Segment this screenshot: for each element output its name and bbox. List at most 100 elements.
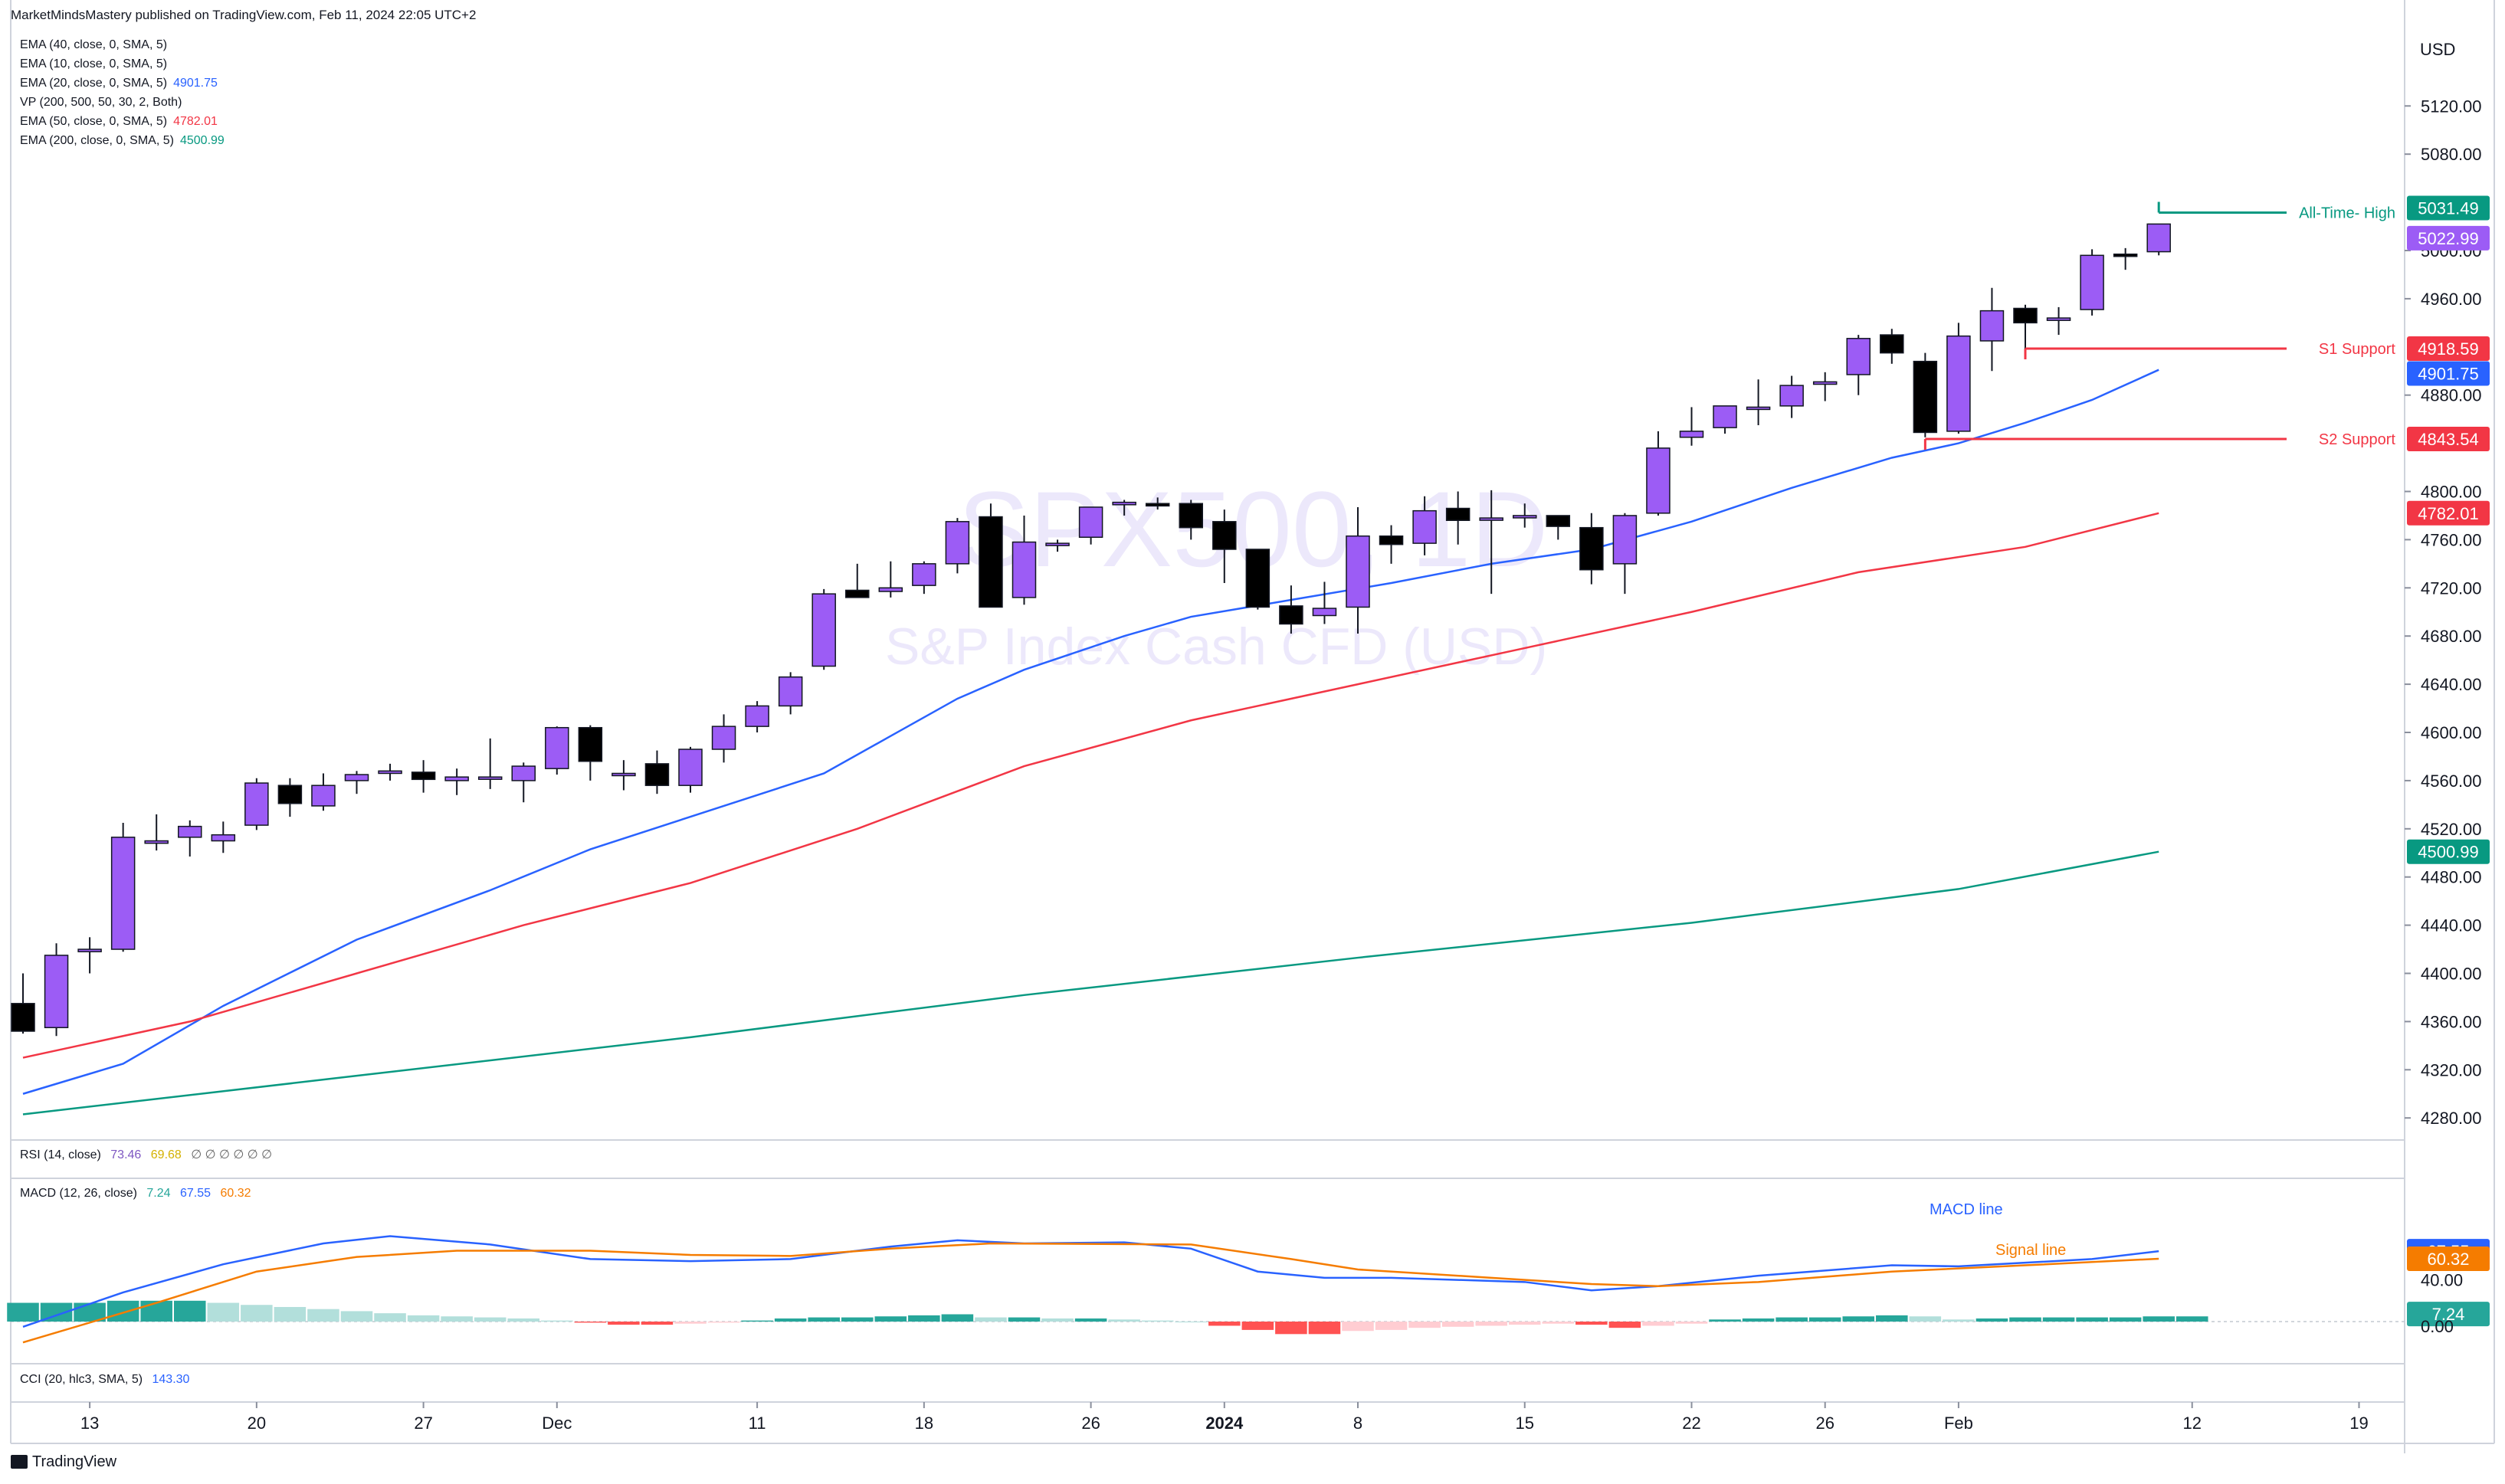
publisher-header: MarketMindsMastery published on TradingV… [11,8,477,22]
macd-histogram-bar [2042,1317,2075,1322]
indicator-legend-item[interactable]: VP (200, 500, 50, 30, 2, Both) [20,96,182,110]
name-watermark: S&P Index Cash CFD (USD) [885,618,1548,676]
price-tick-label: 4600.00 [2421,723,2482,742]
price-tick-label: 5080.00 [2421,145,2482,164]
indicator-legend-item[interactable]: EMA (200, close, 0, SMA, 5) 4500.99 [20,134,225,148]
time-tick-label: 27 [414,1414,432,1433]
macd-histogram-bar [975,1317,1007,1322]
tradingview-logo-icon [11,1455,28,1469]
macd-histogram-bar [1876,1315,1908,1322]
ath-price-tag-bg [2407,195,2490,221]
macd-histogram-bar [1141,1320,1174,1322]
time-tick-label: Dec [542,1414,572,1433]
macd-histogram-bar [407,1315,440,1322]
candle-body [444,776,469,781]
price-tick-label: 4520.00 [2421,820,2482,839]
candle-body [1546,515,1571,527]
candle-body [11,1003,35,1032]
macd-histogram-bar [774,1318,807,1322]
macd-histogram-bar [173,1300,206,1322]
macd-histogram-bar [307,1309,339,1322]
price-tick-label: 4320.00 [2421,1060,2482,1079]
candle-body [110,837,136,950]
indicator-legend-item[interactable]: EMA (40, close, 0, SMA, 5) [20,38,167,52]
signal-line-label: Signal line [1995,1242,2066,1259]
candle-body [644,763,670,786]
candle-body [1812,381,1838,385]
indicator-legend-item[interactable]: EMA (10, close, 0, SMA, 5) [20,57,167,71]
price-tick-label: 4800.00 [2421,483,2482,502]
macd-histogram-bar [2175,1316,2208,1322]
price-tick-label: 4720.00 [2421,578,2482,598]
macd-histogram-bar [1208,1322,1241,1326]
candle-body [1779,385,1804,407]
indicator-legend-item[interactable]: EMA (50, close, 0, SMA, 5) 4782.01 [20,115,218,129]
candle-body [344,774,369,781]
macd-histogram-bar [1308,1322,1341,1335]
macd-histogram-bar [941,1314,974,1322]
ema20-line [22,369,2159,1095]
ema20-price-tag: 4901.75 [2418,364,2479,383]
macd-zero-label: 0.00 [2421,1317,2454,1336]
candle-body [2013,307,2038,324]
indicator-legend-item[interactable]: EMA (20, close, 0, SMA, 5) 4901.75 [20,77,218,90]
time-tick-label: 19 [2349,1414,2368,1433]
time-tick-label: 12 [2183,1414,2202,1433]
macd-histogram-bar [7,1302,39,1322]
macd-histogram-bar [1041,1318,1074,1322]
candle-body [1679,431,1704,438]
price-tick-label: 4640.00 [2421,675,2482,694]
candle-body [1179,503,1203,529]
price-tick-label: 4480.00 [2421,868,2482,887]
candle-body [311,785,336,807]
macd-histogram-bar [1642,1322,1674,1326]
candle-body [778,676,803,707]
time-tick-label: 2024 [1205,1414,1244,1433]
ema50-price-tag: 4782.01 [2418,504,2479,523]
macd-histogram-bar [1275,1322,1307,1335]
time-tick-label: 8 [1353,1414,1362,1433]
macd-line-value: 67.55 [179,1187,211,1200]
macd-histogram-bar [241,1305,273,1322]
macd-histogram-bar [1475,1322,1507,1326]
price-tick-label: 4400.00 [2421,965,2482,984]
candle-body [1045,542,1070,546]
indicator-label: EMA (10, close, 0, SMA, 5) [20,57,168,70]
indicator-label: EMA (50, close, 0, SMA, 5) [20,115,168,128]
price-tick-label: 4880.00 [2421,386,2482,405]
ema20-price-tag-bg [2407,361,2490,386]
price-tick-label: 4360.00 [2421,1012,2482,1031]
rsi-ma-value: 69.68 [150,1148,182,1161]
macd-histogram-bar [1342,1322,1374,1332]
candle-body [1145,503,1170,507]
macd-histogram-bar [1441,1322,1474,1327]
candle-body [77,948,102,952]
indicator-label: EMA (20, close, 0, SMA, 5) [20,77,168,90]
candle-body [1979,310,2005,342]
candle-body [1913,360,1938,434]
ema50-line [22,512,2159,1059]
candle-body [1212,521,1237,550]
macd-histogram-bar [207,1302,240,1322]
ema200-line [22,850,2159,1115]
macd-histogram-bar [1975,1318,2008,1322]
indicator-label: VP (200, 500, 50, 30, 2, Both) [20,96,182,109]
candle-body [2046,317,2071,321]
candle-body [1245,549,1271,608]
candle-body [277,785,303,804]
macd-histogram-bar [641,1322,674,1325]
candle-body [711,726,736,750]
macd-hist-value: 7.24 [146,1187,171,1200]
candle-body [511,765,536,781]
macd-histogram-bar [274,1306,307,1322]
macd-histogram-bar [1375,1322,1408,1330]
candle-body [1646,447,1671,514]
price-tick-label: 4960.00 [2421,290,2482,309]
candle-body [211,834,236,842]
macd-histogram-bar [507,1318,540,1322]
last-price-tag: 5022.99 [2418,229,2479,248]
candle-body [1012,541,1037,598]
macd-histogram-bar [1608,1322,1641,1328]
level-annotation: S2 Support [2319,431,2396,448]
